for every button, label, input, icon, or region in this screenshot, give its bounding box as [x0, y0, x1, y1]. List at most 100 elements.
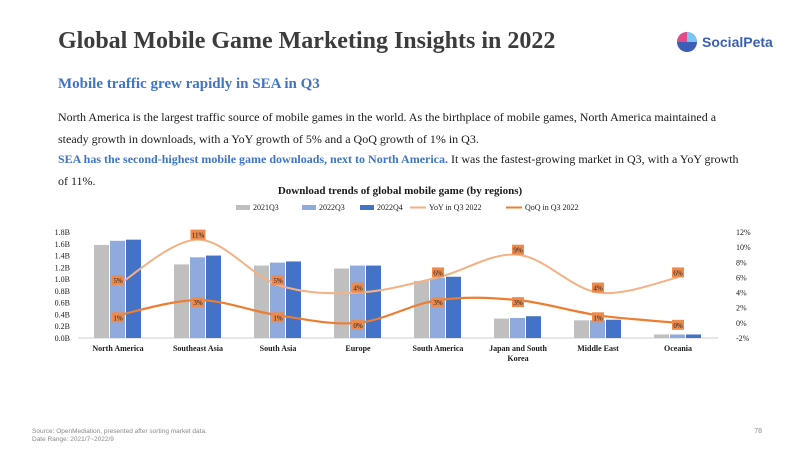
data-label-box	[432, 297, 444, 308]
legend-label: YoY in Q3 2022	[429, 203, 481, 212]
paragraph-north-america: North America is the largest traffic sou…	[58, 110, 717, 146]
bar-2022Q4	[686, 334, 701, 338]
data-label: 3%	[513, 299, 523, 307]
legend-label: 2022Q3	[319, 203, 345, 212]
x-category-label: Oceania	[664, 344, 692, 353]
bar-2021Q3	[414, 280, 429, 338]
data-label-box	[352, 319, 364, 330]
paragraph-sea: SEA has the second-highest mobile game d…	[58, 148, 748, 192]
data-label: 3%	[433, 299, 443, 307]
legend-swatch-2022Q4	[360, 205, 374, 210]
right-axis-tick: 10%	[736, 243, 751, 252]
left-axis-tick: 1.6B	[55, 240, 70, 249]
bar-2022Q4	[286, 261, 301, 338]
data-label: 0%	[353, 322, 363, 330]
data-label: 0%	[673, 322, 683, 330]
data-label: 6%	[673, 269, 683, 277]
right-axis-tick: 8%	[736, 258, 747, 267]
chart-lines: 5% 11% 5% 4% 6% 9% 4% 6% 1% 3% 1% 0% 3% 3% 1% 0%	[112, 229, 684, 330]
bar-2021Q3	[254, 265, 269, 338]
data-label-box	[112, 275, 124, 285]
bar-2022Q4	[446, 276, 461, 338]
data-label-box	[272, 312, 284, 323]
data-label-box	[432, 267, 444, 278]
data-label: 3%	[193, 299, 203, 307]
data-label: 4%	[593, 285, 603, 293]
section-subtitle: Mobile traffic grew rapidly in SEA in Q3	[58, 76, 320, 92]
x-category-label: South America	[413, 344, 464, 353]
right-axis-tick: 2%	[736, 304, 747, 313]
bar-2022Q4	[606, 319, 621, 338]
left-axis-tick: 1.4B	[55, 252, 70, 261]
bar-2022Q3	[110, 240, 125, 338]
data-label-box	[672, 319, 684, 330]
right-axis-tick: 6%	[736, 273, 747, 282]
data-label: 9%	[513, 247, 523, 255]
data-label-box	[352, 282, 364, 293]
bar-2022Q4	[206, 255, 221, 338]
data-label: 4%	[353, 285, 363, 293]
download-trends-chart: Download trends of global mobile game (b…	[55, 185, 751, 363]
logo-text: SocialPeta	[702, 34, 773, 50]
x-category-label: Southeast Asia	[173, 344, 223, 353]
data-label-box	[592, 282, 604, 293]
chart-bars	[94, 239, 701, 338]
chart-legend: 2021Q3 2022Q3 2022Q4 YoY in Q3 2022 QoQ in Q…	[236, 203, 579, 212]
right-axis-tick: 12%	[736, 228, 751, 237]
legend-label: QoQ in Q3 2022	[525, 203, 579, 212]
bar-2022Q4	[126, 239, 141, 338]
data-label: 5%	[113, 277, 123, 285]
data-label: 1%	[113, 314, 123, 322]
data-label-box	[512, 244, 524, 255]
left-axis-tick: 1.2B	[55, 263, 70, 272]
left-axis-tick: 1.8B	[55, 228, 70, 237]
x-category-label: Middle East	[577, 344, 619, 353]
x-category-label: Japan and South Korea	[489, 344, 547, 363]
page-title: Global Mobile Game Marketing Insights in…	[58, 28, 556, 54]
data-label-box	[512, 297, 524, 308]
socialpeta-logo-icon	[677, 32, 697, 52]
footer-source: Source: OpenMediation, presented after s…	[32, 428, 207, 444]
left-axis-tick: 0.4B	[55, 310, 70, 319]
x-category-label: North America	[92, 344, 143, 353]
chart-title: Download trends of global mobile game (b…	[278, 185, 523, 197]
data-label-box	[272, 275, 284, 285]
footer-date-range: Date Range: 2021/7~2022/9	[32, 436, 114, 443]
data-label-box	[672, 267, 684, 278]
line-yoy	[117, 238, 679, 295]
bar-2022Q3	[590, 320, 605, 338]
data-label-box	[192, 297, 204, 308]
bar-2021Q3	[574, 320, 589, 338]
bar-2022Q4	[366, 265, 381, 338]
bar-2022Q3	[430, 277, 445, 338]
data-label-box	[112, 312, 124, 323]
right-axis-tick: 0%	[736, 319, 747, 328]
bar-2021Q3	[94, 244, 109, 338]
paragraph-sea-rest: It was the fastest-growing market in Q3,…	[58, 152, 739, 188]
bar-2021Q3	[494, 318, 509, 338]
bar-2022Q3	[270, 262, 285, 338]
right-axis-tick: 4%	[736, 289, 747, 298]
right-axis-tick: -2%	[736, 334, 750, 343]
left-axis-tick: 0.0B	[55, 334, 70, 343]
left-axis-tick: 1.0B	[55, 275, 70, 284]
bar-2022Q4	[526, 316, 541, 338]
data-label: 5%	[273, 277, 283, 285]
brand-logo: SocialPeta	[676, 30, 773, 54]
data-label-box	[190, 229, 206, 240]
legend-label: 2021Q3	[253, 203, 279, 212]
data-label: 11%	[192, 232, 205, 240]
legend-label: 2022Q4	[377, 203, 403, 212]
left-axis-tick: 0.8B	[55, 287, 70, 296]
x-category-label: South Asia	[260, 344, 297, 353]
data-label-box	[592, 312, 604, 323]
page-number: 78	[754, 428, 762, 435]
bar-2021Q3	[334, 268, 349, 338]
bar-2022Q3	[670, 334, 685, 338]
left-axis-tick: 0.6B	[55, 299, 70, 308]
legend-swatch-2021Q3	[236, 205, 250, 210]
bar-2022Q3	[510, 317, 525, 338]
data-label: 6%	[433, 269, 443, 277]
data-label: 1%	[593, 314, 603, 322]
footer-source-text: Source: OpenMediation, presented after s…	[32, 428, 207, 435]
